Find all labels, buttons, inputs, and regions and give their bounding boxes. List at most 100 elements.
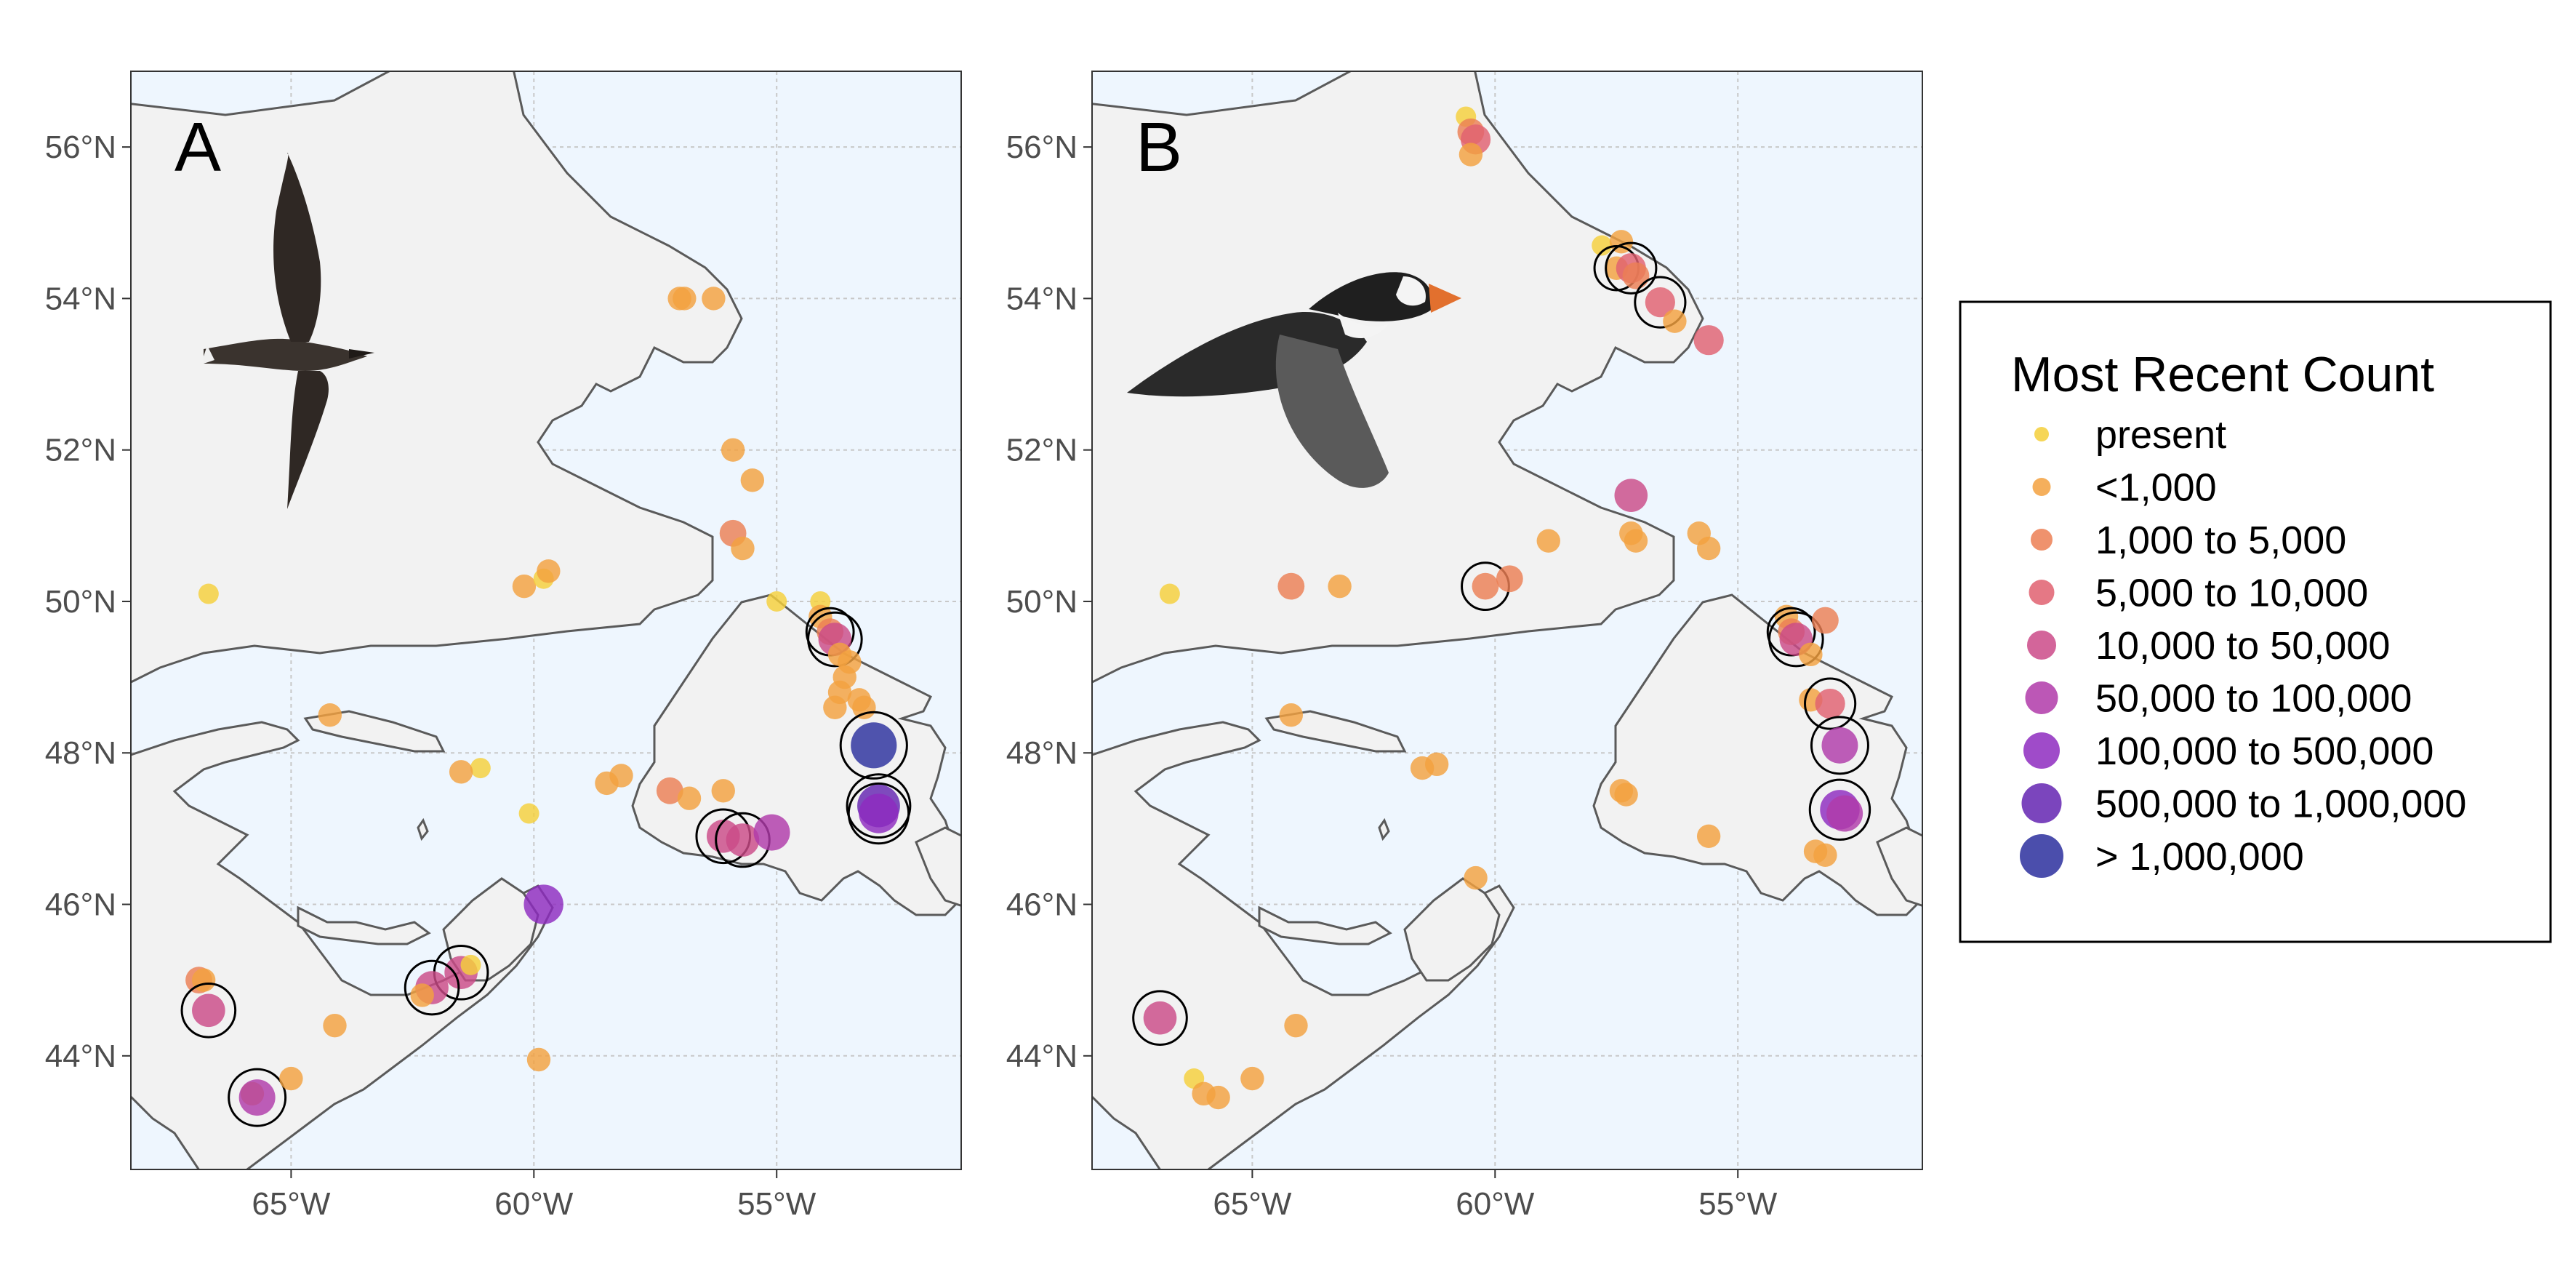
colony-site-marker	[1472, 572, 1499, 600]
highlighted-site-ring	[1804, 677, 1857, 730]
legend-swatch	[2027, 631, 2056, 660]
colony-site-marker	[512, 574, 537, 599]
colony-site-marker	[740, 468, 765, 492]
legend-label: 5,000 to 10,000	[2095, 572, 2368, 615]
highlighted-site-ring	[1808, 778, 1871, 841]
latitude-tick-label: 54°N	[45, 281, 116, 316]
highlighted-site-ring	[1768, 611, 1824, 668]
colony-site-marker	[1458, 143, 1483, 167]
latitude-tick-label: 56°N	[45, 129, 116, 165]
longitude-tick-label: 60°W	[494, 1186, 574, 1222]
longitude-tick-label: 55°W	[1698, 1186, 1778, 1222]
colony-site-marker	[851, 722, 897, 769]
legend-label: 500,000 to 1,000,000	[2095, 783, 2466, 826]
panel-b-border	[1091, 71, 1923, 1170]
colony-site-marker	[191, 968, 216, 992]
legend-swatch	[2020, 834, 2063, 878]
latitude-tick-label: 48°N	[45, 735, 116, 771]
colony-site-marker	[537, 559, 561, 583]
colony-site-marker	[1813, 843, 1837, 868]
colony-site-marker	[518, 803, 539, 824]
colony-site-marker	[1693, 325, 1724, 356]
latitude-tick-label: 48°N	[1006, 735, 1078, 771]
panel-a-colony-sites	[180, 287, 912, 1127]
colony-site-marker	[711, 779, 735, 803]
colony-site-marker	[753, 814, 790, 851]
legend-swatch	[2021, 783, 2062, 823]
colony-site-marker	[1614, 783, 1638, 807]
legend-swatch	[2034, 427, 2049, 441]
latitude-tick-label: 44°N	[1006, 1039, 1078, 1074]
highlighted-site-ring	[839, 711, 908, 780]
legend-label: present	[2095, 413, 2226, 457]
legend-box	[1959, 300, 2552, 943]
colony-site-marker	[1821, 727, 1858, 764]
colony-site-marker	[460, 954, 481, 975]
legend-swatch	[2025, 681, 2058, 714]
legend: Most Recent Count present <1,000 1,000 to …	[1959, 300, 2552, 943]
latitude-tick-label: 46°N	[45, 887, 116, 923]
colony-site-marker	[523, 884, 563, 924]
colony-site-marker	[526, 1047, 551, 1072]
legend-swatch	[2029, 580, 2055, 605]
colony-site-marker	[1284, 1013, 1308, 1038]
colony-site-marker	[238, 1079, 276, 1116]
longitude-tick-label: 65°W	[1213, 1186, 1292, 1222]
latitude-tick-label: 52°N	[1006, 433, 1078, 468]
legend-title: Most Recent Count	[2011, 347, 2434, 402]
panel-a-letter: A	[174, 108, 221, 186]
colony-site-marker	[673, 287, 697, 311]
panel-b-colony-sites	[1132, 106, 1871, 1110]
colony-site-marker	[1624, 529, 1648, 553]
panel-b-map: B	[1091, 71, 1923, 1170]
colony-site-marker	[470, 758, 491, 779]
highlighted-site-ring	[1766, 607, 1816, 657]
colony-site-marker	[192, 993, 225, 1028]
colony-site-marker	[279, 1066, 303, 1091]
colony-site-marker	[1206, 1085, 1230, 1110]
panel-b-letter: B	[1136, 108, 1182, 186]
colony-site-marker	[323, 1013, 347, 1038]
highlighted-site-ring	[846, 773, 912, 839]
latitude-tick-label: 54°N	[1006, 281, 1078, 316]
latitude-tick-label: 50°N	[45, 584, 116, 620]
colony-site-marker	[1328, 574, 1352, 599]
colony-site-marker	[1812, 607, 1839, 634]
colony-site-marker	[1424, 752, 1449, 777]
legend-swatch	[2023, 732, 2060, 769]
legend-label: 1,000 to 5,000	[2095, 519, 2346, 562]
highlighted-site-ring	[807, 611, 863, 668]
colony-site-marker	[1277, 572, 1305, 600]
highlighted-site-ring	[180, 983, 237, 1039]
latitude-tick-label: 46°N	[1006, 887, 1078, 923]
colony-site-marker	[410, 983, 434, 1007]
colony-site-marker	[721, 438, 745, 462]
colony-site-marker	[731, 536, 755, 561]
colony-site-marker	[1614, 479, 1648, 512]
legend-label: 10,000 to 50,000	[2095, 624, 2390, 668]
colony-site-marker	[1696, 536, 1721, 561]
colony-site-marker	[1645, 287, 1675, 318]
colony-site-marker	[595, 771, 619, 796]
colony-site-marker	[1496, 565, 1523, 593]
longitude-tick-label: 55°W	[737, 1186, 816, 1222]
colony-site-marker	[1663, 309, 1687, 333]
highlighted-site-ring	[404, 959, 460, 1016]
legend-label: 50,000 to 100,000	[2095, 677, 2412, 721]
legend-label: <1,000	[2095, 466, 2217, 510]
legend-items: present <1,000 1,000 to 5,000 5,000 to 10,0…	[2020, 413, 2466, 879]
colony-site-marker	[1464, 865, 1488, 890]
longitude-tick-labels: 65°W 60°W 55°W 65°W 60°W 55°W	[252, 1169, 1778, 1222]
longitude-tick-label: 60°W	[1456, 1186, 1535, 1222]
legend-label: > 1,000,000	[2095, 835, 2304, 879]
colony-site-marker	[198, 583, 219, 604]
highlighted-site-ring	[1810, 716, 1869, 775]
colony-site-marker	[1279, 703, 1304, 727]
colony-site-marker	[1159, 583, 1180, 604]
colony-site-marker	[1240, 1066, 1264, 1091]
colony-site-marker	[656, 777, 683, 804]
legend-swatch	[2032, 478, 2051, 496]
longitude-tick-label: 65°W	[252, 1186, 331, 1222]
petrel-illustration	[204, 153, 374, 509]
